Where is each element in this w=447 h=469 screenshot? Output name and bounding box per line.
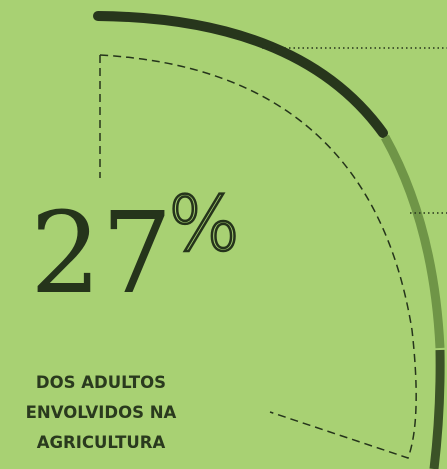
dashed-arc bbox=[99, 54, 417, 459]
stat-value: 27 bbox=[30, 189, 173, 319]
caption-line: AGRICULTURA bbox=[37, 433, 166, 452]
caption-line: ENVOLVIDOS NA bbox=[26, 403, 177, 422]
stat-unit: % bbox=[168, 179, 240, 268]
caption-line: DOS ADULTOS bbox=[36, 373, 166, 392]
arc-dark bbox=[93, 11, 388, 138]
arc-dark-bottom bbox=[429, 349, 445, 469]
arc-light bbox=[381, 134, 445, 349]
